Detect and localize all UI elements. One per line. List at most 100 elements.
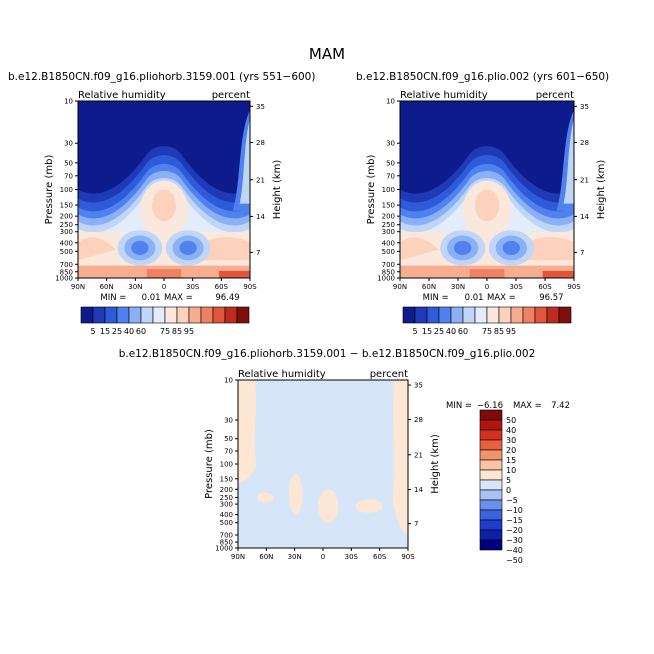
x-tick-label: 0: [485, 283, 489, 291]
colorbar-box: [479, 449, 503, 461]
colorbar-box: [176, 306, 190, 324]
contour-pole-inner: [239, 118, 250, 204]
colorbar-label: 95: [184, 327, 194, 335]
colorbar-box: [438, 306, 452, 324]
y-tick-label: 300: [60, 228, 73, 236]
y-tick-label: 200: [60, 213, 73, 221]
colorbar-box: [522, 306, 536, 324]
colorbar-box: [479, 489, 503, 501]
y-tick-label: 850: [60, 268, 73, 276]
x-tick-label: 90S: [243, 283, 257, 291]
y-tick-label: 500: [382, 248, 395, 256]
variable-label: Relative humidity: [400, 90, 488, 101]
y-tick-label: 10: [224, 377, 233, 385]
units-label: percent: [212, 90, 250, 101]
x-tick-label: 60S: [215, 283, 229, 291]
colorbar-label: 40: [124, 327, 134, 335]
x-tick-label: 30N: [128, 283, 142, 291]
min-value: −6.16: [477, 401, 503, 411]
colorbar-box: [479, 409, 503, 421]
y-right-tick-label: 21: [414, 451, 423, 459]
colorbar-label: 50: [506, 416, 516, 425]
colorbar-box: [479, 509, 503, 521]
y-right-tick-label: 35: [414, 382, 423, 390]
y-axis-title: Pressure (mb): [44, 155, 55, 225]
colorbar-box: [479, 469, 503, 481]
colorbar-box: [414, 306, 428, 324]
y-tick-label: 70: [64, 172, 73, 180]
colorbar-box: [474, 306, 488, 324]
colorbar-label: 30: [506, 436, 516, 445]
min-label: MIN =: [100, 293, 126, 303]
variable-label: Relative humidity: [78, 90, 166, 101]
colorbar-box: [152, 306, 166, 324]
colorbar-label: 20: [506, 446, 516, 455]
y-tick-label: 1000: [55, 275, 73, 283]
y-tick-label: 400: [220, 511, 233, 519]
field-background: [238, 380, 408, 548]
y-tick-label: 30: [64, 140, 73, 148]
y-tick-label: 700: [382, 261, 395, 269]
colorbar-box: [534, 306, 548, 324]
diff-band-sh-mid: [355, 499, 383, 513]
units-label: percent: [370, 369, 408, 380]
colorbar-box: [104, 306, 118, 324]
diff-band-nh-mid: [256, 492, 274, 503]
y-tick-label: 250: [220, 494, 233, 502]
y-right-tick-label: 35: [580, 103, 589, 111]
colorbar-label: 10: [506, 466, 516, 475]
colorbar-box: [92, 306, 106, 324]
max-value: 7.42: [551, 401, 570, 411]
y-tick-label: 100: [60, 186, 73, 194]
colorbar-box: [80, 306, 94, 324]
y-tick-label: 400: [382, 239, 395, 247]
contour-dry-lobe-core-0: [131, 240, 149, 255]
colorbar-label: −40: [506, 546, 523, 555]
y-right-tick-label: 14: [414, 486, 423, 494]
contour-tropical-core: [474, 189, 500, 222]
x-tick-label: 0: [162, 283, 166, 291]
contour-nh-mid: [400, 237, 439, 261]
y-tick-label: 250: [382, 221, 395, 229]
colorbar-box: [116, 306, 130, 324]
colorbar-box: [200, 306, 214, 324]
y-tick-label: 1000: [377, 275, 395, 283]
colorbar-box: [140, 306, 154, 324]
y-tick-label: 150: [382, 202, 395, 210]
y-right-tick-label: 35: [256, 103, 265, 111]
y-tick-label: 500: [220, 519, 233, 527]
y-right-tick-label: 7: [256, 249, 260, 257]
colorbar-label: 60: [136, 327, 146, 335]
contour-pole-inner: [563, 118, 574, 204]
colorbar-label: −5: [506, 496, 518, 505]
max-value: 96.49: [215, 293, 239, 303]
x-tick-label: 30S: [509, 283, 523, 291]
colorbar-box: [479, 539, 503, 551]
contour-surface-eq: [146, 269, 182, 278]
colorbar-label: 25: [434, 327, 444, 335]
colorbar-label: 5: [506, 476, 511, 485]
y-tick-label: 200: [220, 486, 233, 494]
contour-surface-eq: [469, 269, 505, 278]
y-right-tick-label: 7: [580, 249, 584, 257]
panel-1-chart: Relative humidity percent 90N 60N 30N 0 30S 60S…: [44, 90, 283, 335]
colorbar-label: 75: [160, 327, 170, 335]
variable-label: Relative humidity: [238, 369, 326, 380]
colorbar-box: [498, 306, 512, 324]
contour-dry-lobe-core-0: [453, 240, 472, 255]
units-label: percent: [536, 90, 574, 101]
colorbar-label: 85: [172, 327, 182, 335]
figure-title: MAM: [308, 45, 346, 63]
y-right-tick-label: 21: [256, 176, 265, 184]
colorbar-box: [479, 429, 503, 441]
diff-band-sh-pole: [392, 380, 408, 535]
x-tick-label: 30S: [186, 283, 200, 291]
y-tick-label: 150: [60, 202, 73, 210]
x-tick-label: 90N: [231, 553, 245, 561]
y-axis-title-right: Height (km): [430, 434, 441, 494]
x-tick-label: 60N: [100, 283, 114, 291]
y-axis-title-right: Height (km): [272, 160, 283, 220]
y-tick-label: 200: [382, 213, 395, 221]
contour-dry-lobe-core-1: [179, 240, 197, 255]
x-tick-label: 60N: [422, 283, 436, 291]
